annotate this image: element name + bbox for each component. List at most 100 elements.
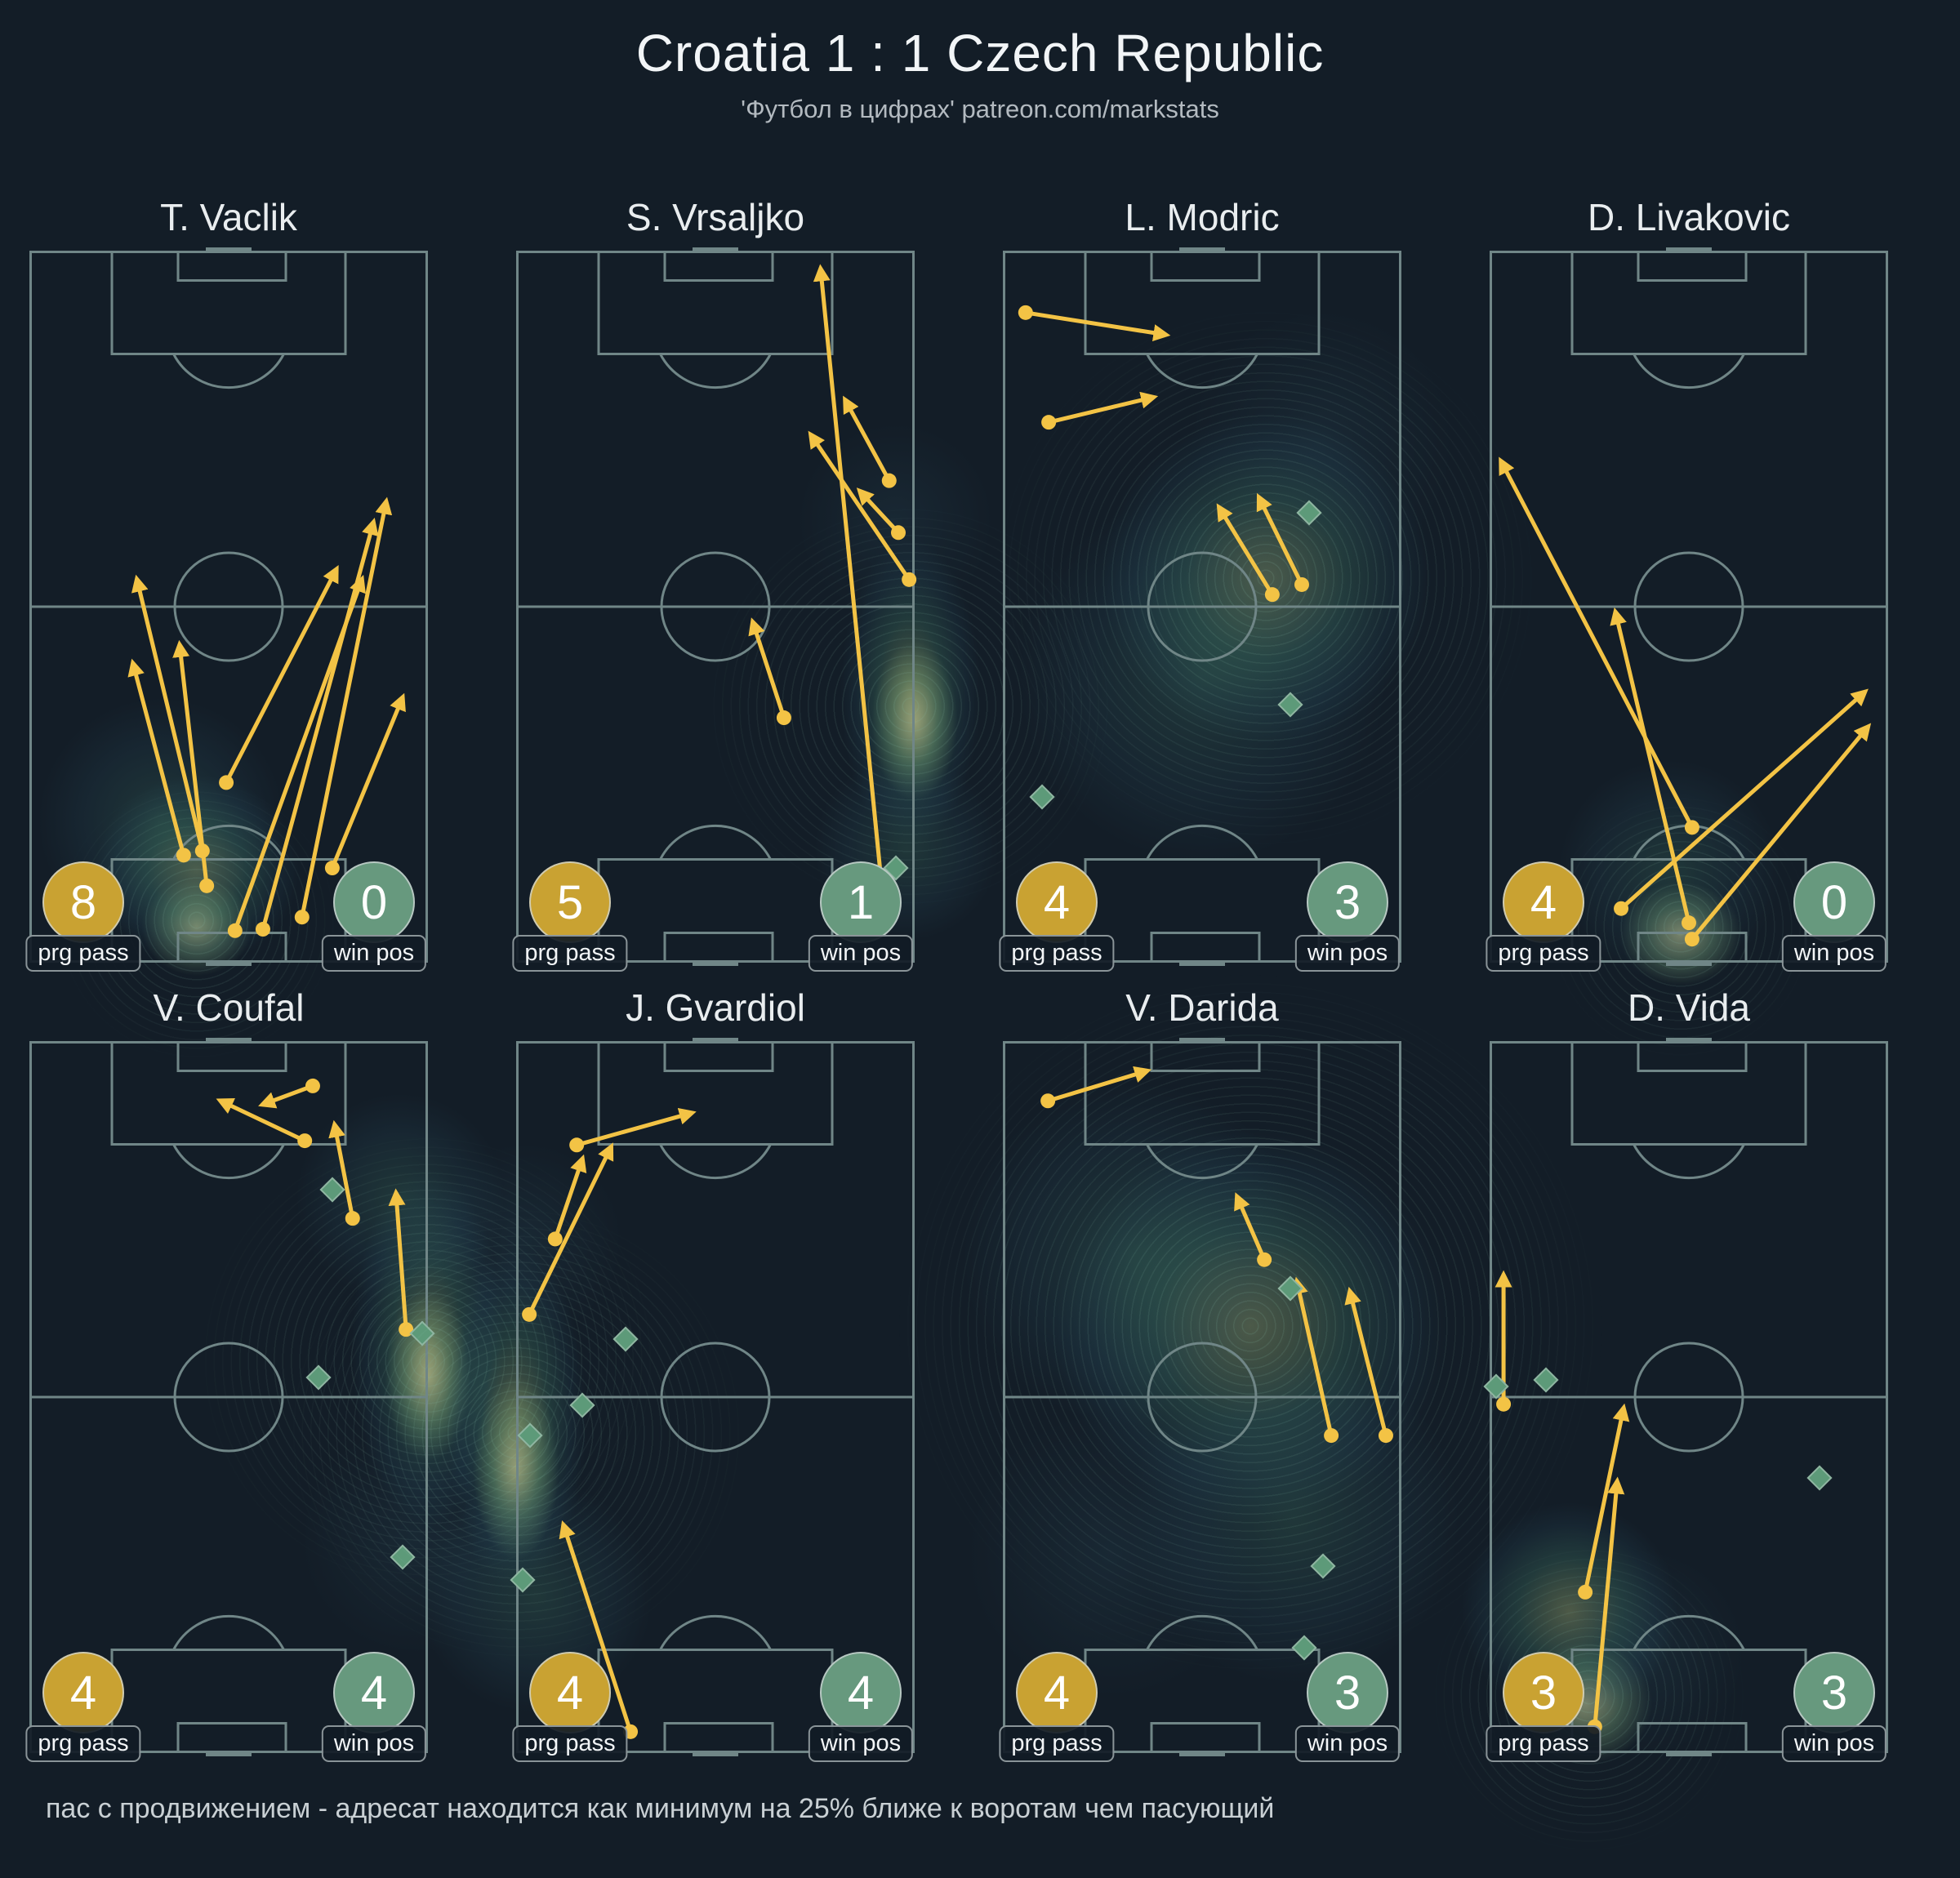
pass-origin-dot [1324, 1428, 1339, 1444]
heat-spot [1054, 366, 1479, 791]
pitch: 4 prg pass 3 win pos [898, 974, 1601, 1762]
win-pos-label: win pos [1781, 935, 1887, 972]
pass-origin-dot [227, 923, 243, 938]
win-pos-count: 0 [1793, 861, 1875, 943]
player-panel: V. Darida 4 prg pass 3 win pos [898, 974, 1601, 1762]
prg-pass-count: 8 [42, 861, 124, 943]
pass-arrow [127, 658, 186, 857]
match-title: Croatia 1 : 1 Czech Republic [635, 24, 1325, 82]
prg-pass-badge: 4 prg pass [999, 861, 1115, 972]
pass-arrow [224, 565, 339, 785]
pass-origin-dot [1684, 820, 1699, 835]
pass-origin-dot [776, 710, 791, 726]
win-pos-label: win pos [321, 935, 427, 972]
pass-origin-dot [1578, 1584, 1593, 1600]
heat-spot [385, 1101, 663, 1380]
pass-origin-dot [176, 848, 191, 863]
win-pos-badge: 0 win pos [1781, 861, 1887, 972]
prg-pass-label: prg pass [25, 935, 141, 972]
win-pos-layer [29, 251, 428, 963]
pass-arrow [1023, 310, 1171, 341]
pass-origin-dot [1040, 1093, 1056, 1109]
pass-origin-dot [522, 1306, 537, 1322]
pass-arrow [172, 639, 209, 888]
player-name: V. Darida [1003, 982, 1401, 1033]
prg-pass-label: prg pass [999, 935, 1115, 972]
win-pos-diamond [517, 1422, 543, 1449]
player-panel: D. Livakovic 4 prg pass 0 win pos [1486, 192, 1888, 1058]
pass-arrow [1344, 1286, 1388, 1438]
win-pos-badge: 3 win pos [1294, 861, 1401, 972]
prg-pass-badge: 5 prg pass [512, 861, 628, 972]
pass-arrow [216, 1098, 307, 1143]
win-pos-badge: 3 win pos [1781, 1652, 1887, 1762]
prg-pass-count: 4 [1016, 1652, 1098, 1733]
pass-origin-dot [1614, 901, 1629, 916]
player-name: J. Gvardiol [626, 986, 805, 1029]
prg-pass-count: 5 [529, 861, 611, 943]
pass-arrow [843, 395, 892, 483]
pass-origin-dot [1378, 1428, 1393, 1444]
win-pos-diamond [319, 1177, 345, 1203]
player-panel: D. Vida 3 prg pass 3 win pos [1430, 982, 1888, 1852]
pass-arrow [1234, 1192, 1267, 1262]
pass-arrow [131, 574, 205, 853]
heat-spot [1073, 1297, 1515, 1739]
win-pos-badge: 4 win pos [321, 1652, 427, 1762]
heat-spot [906, 1349, 1315, 1758]
heat-spot [755, 382, 1034, 661]
prg-pass-label: prg pass [1486, 935, 1601, 972]
pass-arrow [813, 264, 887, 915]
prg-pass-label: prg pass [512, 1725, 628, 1762]
prg-pass-badge: 4 prg pass [512, 1652, 628, 1762]
heat-spot [906, 1026, 1364, 1484]
heat-spot [784, 726, 1030, 972]
win-pos-count: 4 [333, 1652, 415, 1733]
pass-origin-dot [219, 775, 234, 790]
heat-spot [122, 861, 270, 993]
win-pos-diamond [1310, 1553, 1336, 1579]
prg-pass-count: 4 [529, 1652, 611, 1733]
pass-origin-dot [569, 1137, 585, 1153]
win-pos-layer [516, 251, 915, 963]
pass-arrow [574, 1107, 697, 1147]
prg-pass-count: 4 [1503, 861, 1584, 943]
progressive-pass-layer [1499, 456, 1872, 947]
win-pos-diamond [1533, 1367, 1559, 1393]
pass-arrow [748, 617, 786, 720]
progressive-pass-layer [216, 1078, 414, 1337]
prg-pass-count: 4 [1016, 861, 1098, 943]
pass-arrow [1499, 456, 1695, 830]
win-pos-layer [1003, 251, 1401, 963]
win-pos-layer [1490, 251, 1888, 963]
pass-arrow [261, 518, 379, 932]
pass-arrow [1291, 1276, 1334, 1438]
pitch: 4 prg pass 4 win pos [287, 1036, 915, 1762]
pass-origin-dot [1684, 932, 1699, 947]
win-pos-badge: 4 win pos [808, 1652, 914, 1762]
win-pos-label: win pos [808, 1725, 914, 1762]
player-name: S. Vrsaljko [626, 196, 805, 238]
win-pos-diamond [1277, 1275, 1303, 1302]
pitch: 5 prg pass 1 win pos [512, 246, 1116, 972]
pass-origin-dot [1264, 587, 1280, 603]
pass-arrow [856, 487, 901, 535]
pass-origin-dot [1294, 576, 1309, 592]
win-pos-count: 3 [1307, 1652, 1388, 1733]
win-pos-count: 1 [820, 861, 902, 943]
win-pos-label: win pos [808, 935, 914, 972]
pitch: 4 prg pass 3 win pos [957, 246, 1536, 972]
pass-arrow [1046, 391, 1159, 425]
win-pos-label: win pos [1294, 1725, 1401, 1762]
pass-origin-dot [902, 572, 917, 587]
pass-origin-dot [890, 525, 906, 541]
pass-origin-dot [297, 1133, 313, 1149]
prg-pass-label: prg pass [1486, 1725, 1601, 1762]
progressive-pass-layer [522, 1107, 697, 1739]
player-panel: T. Vaclik 8 prg pass 0 win pos [0, 192, 428, 1059]
pass-arrow [1216, 503, 1275, 597]
progressive-pass-layer [748, 264, 917, 920]
heat-contour-rings [898, 974, 1601, 1677]
pass-arrow [328, 1119, 355, 1221]
win-pos-diamond [1029, 784, 1055, 810]
